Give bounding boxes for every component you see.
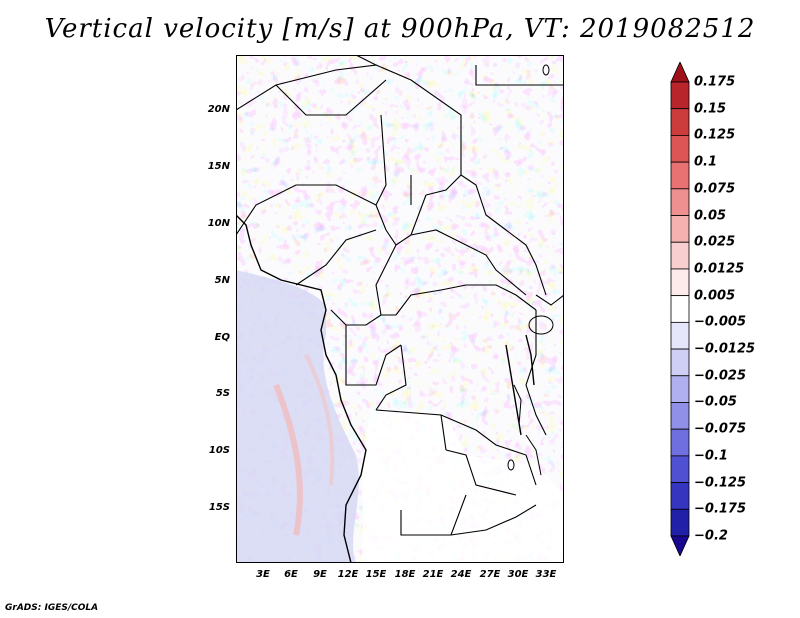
colorbar-swatch [670, 62, 690, 83]
country-borders [236, 55, 564, 536]
colorbar-label: −0.0125 [694, 341, 756, 357]
colorbar-label: 0.175 [694, 74, 736, 90]
colorbar-swatch [670, 135, 690, 163]
lakes [507, 64, 554, 476]
lat-label: 10S [208, 445, 230, 456]
lon-label: 30E [507, 569, 529, 580]
colorbar-swatch [670, 295, 690, 323]
coastline [236, 214, 535, 563]
colorbar-label: 0.05 [694, 208, 727, 224]
colorbar-swatch [670, 455, 690, 483]
colorbar-label: 0.0125 [694, 261, 745, 277]
lat-label: 20N [207, 104, 230, 115]
atlantic-ocean [236, 270, 359, 563]
lat-label: 5N [214, 275, 230, 286]
lon-label: 27E [479, 569, 501, 580]
colorbar-label: −0.125 [694, 475, 747, 491]
lon-label: 21E [422, 569, 444, 580]
lat-label: 5S [215, 388, 230, 399]
colorbar-swatch [670, 348, 690, 377]
lon-label: 12E [337, 569, 359, 580]
colorbar-label: 0.15 [694, 101, 727, 117]
colorbar-swatch [670, 215, 690, 243]
lat-label: 10N [207, 218, 230, 229]
lon-label: 24E [450, 569, 472, 580]
map-panel [236, 55, 564, 563]
colorbar-label: 0.025 [694, 234, 736, 250]
map-title: Vertical velocity [m/s] at 900hPa, VT: 2… [44, 14, 756, 44]
colorbar-label: 0.005 [694, 288, 736, 304]
colorbar-label: −0.025 [694, 368, 747, 384]
colorbar-swatch [670, 241, 690, 270]
lat-label: 15S [208, 502, 230, 513]
lat-label: EQ [214, 332, 230, 343]
colorbar-label: 0.125 [694, 127, 736, 143]
colorbar-swatch [670, 508, 690, 537]
colorbar-swatch [670, 482, 690, 510]
lon-label: 33E [535, 569, 557, 580]
colorbar-swatch [670, 161, 690, 190]
colorbar-swatch [670, 188, 690, 216]
lon-label: 3E [256, 569, 270, 580]
colorbar-swatch [670, 81, 690, 110]
colorbar-swatch [670, 268, 690, 297]
lat-label: 15N [207, 161, 230, 172]
colorbar-label: −0.175 [694, 501, 747, 517]
colorbar-label: −0.075 [694, 421, 747, 437]
colorbar-label: −0.1 [694, 448, 728, 464]
colorbar-label: 0.1 [694, 154, 718, 170]
colorbar [670, 62, 690, 556]
colorbar-swatch [670, 375, 690, 403]
colorbar-swatch [670, 321, 690, 350]
southern-region [361, 410, 564, 563]
colorbar-swatch [670, 108, 690, 136]
colorbar-swatch [670, 402, 690, 430]
colorbar-label: 0.075 [694, 181, 736, 197]
colorbar-swatch [670, 535, 690, 556]
lon-label: 18E [394, 569, 416, 580]
colorbar-label: −0.2 [694, 528, 728, 544]
lon-label: 9E [313, 569, 327, 580]
lon-label: 6E [284, 569, 298, 580]
credit-label: GrADS: IGES/COLA [5, 603, 99, 613]
lon-label: 15E [365, 569, 387, 580]
colorbar-swatch [670, 428, 690, 457]
colorbar-label: −0.005 [694, 314, 747, 330]
colorbar-label: −0.05 [694, 394, 737, 410]
